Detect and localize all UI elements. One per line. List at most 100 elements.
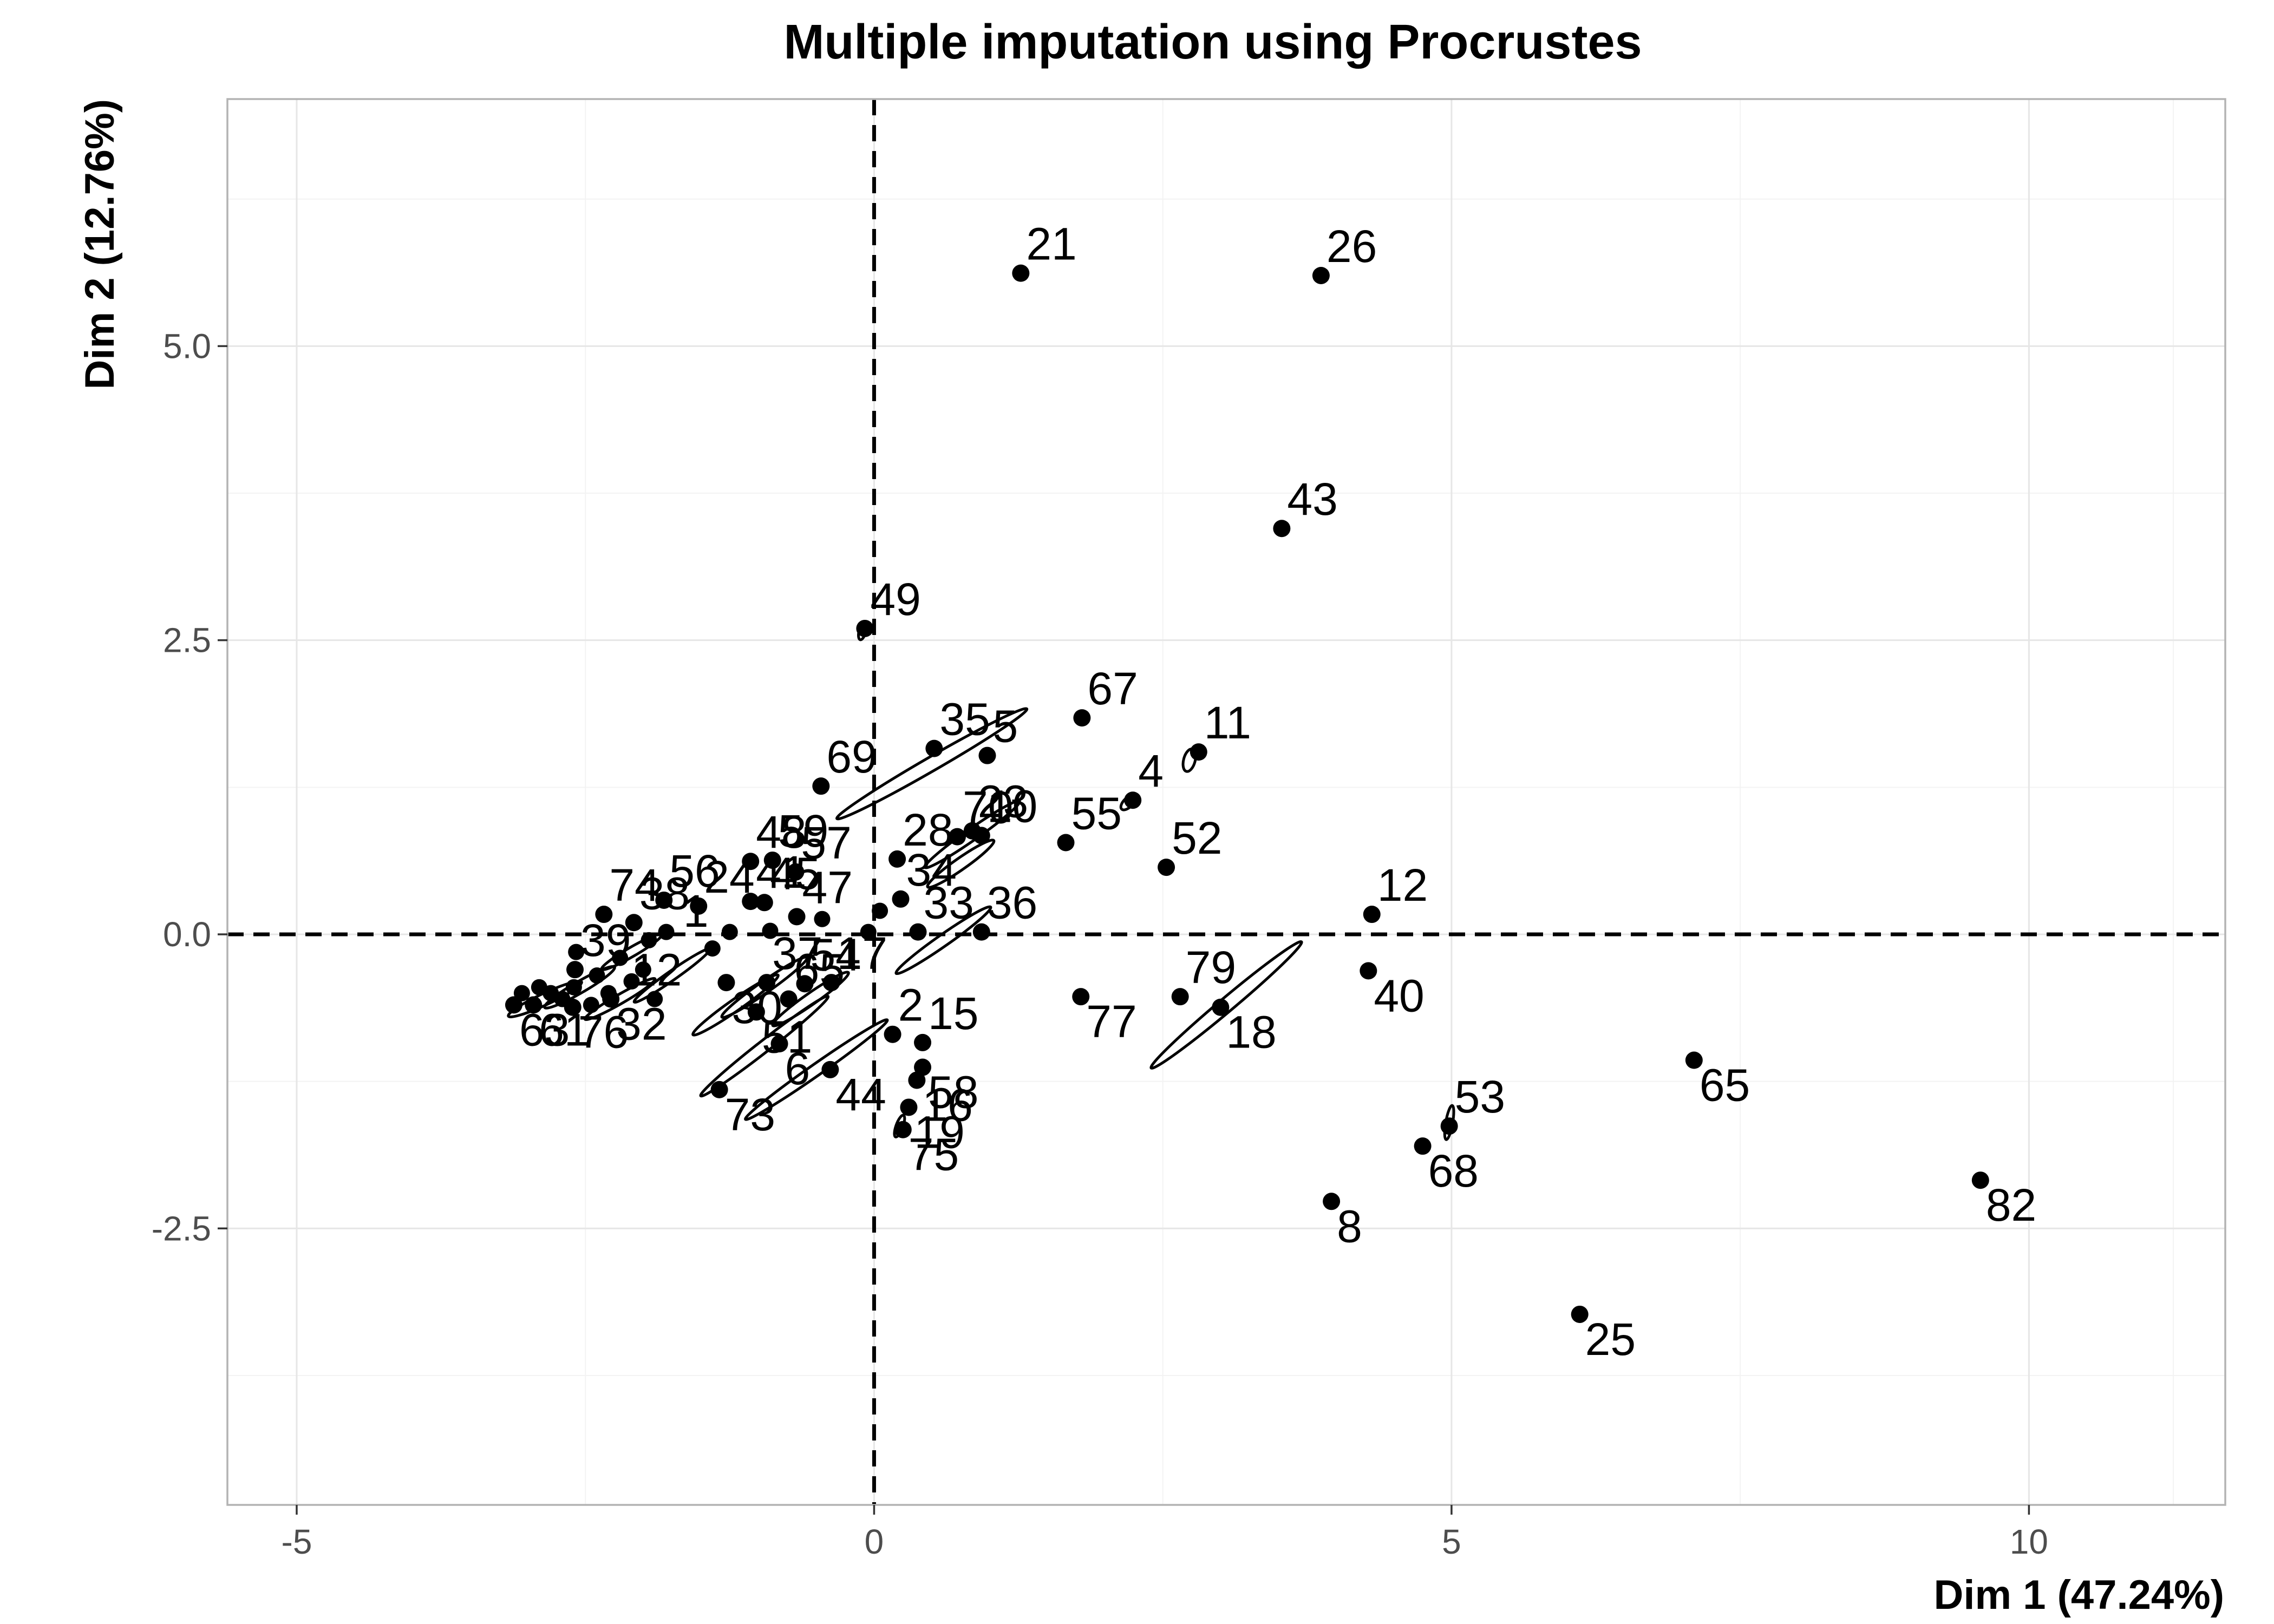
y-tick-label: 2.5 bbox=[163, 621, 211, 660]
point-label: 10 bbox=[987, 781, 1037, 831]
point-label: 82 bbox=[1986, 1180, 2036, 1230]
point-label: 41 bbox=[756, 847, 806, 898]
x-tick-label: -5 bbox=[282, 1522, 312, 1561]
chart-title: Multiple imputation using Procrustes bbox=[783, 15, 1642, 69]
point-label: 67 bbox=[1087, 663, 1138, 714]
point-label: 75 bbox=[909, 1129, 959, 1180]
data-point bbox=[900, 1098, 918, 1116]
data-point bbox=[822, 974, 840, 992]
point-label: 26 bbox=[1327, 221, 1377, 272]
data-point bbox=[1057, 834, 1075, 852]
point-label: 21 bbox=[1026, 219, 1076, 270]
data-point bbox=[888, 850, 906, 868]
data-point bbox=[505, 996, 522, 1014]
point-label: 55 bbox=[1071, 788, 1122, 839]
point-label: 5 bbox=[992, 701, 1018, 752]
data-point bbox=[635, 961, 651, 978]
data-point bbox=[1273, 520, 1291, 538]
data-point bbox=[531, 979, 547, 996]
data-point bbox=[949, 828, 966, 846]
x-tick-label: 5 bbox=[1442, 1522, 1461, 1561]
data-point bbox=[856, 619, 874, 637]
data-point bbox=[655, 891, 673, 909]
point-label: 69 bbox=[826, 731, 877, 782]
point-label: 56 bbox=[669, 846, 720, 896]
confidence-ellipse bbox=[926, 839, 996, 889]
y-axis-ticks: -2.5 0.0 2.5 5.0 bbox=[152, 326, 227, 1248]
data-point bbox=[742, 853, 760, 870]
point-label: 63 bbox=[519, 1004, 570, 1055]
plot-panel-border bbox=[226, 98, 2226, 1506]
data-point bbox=[787, 863, 805, 881]
x-tick-label: 10 bbox=[2010, 1522, 2048, 1561]
confidence-ellipse bbox=[699, 994, 830, 1098]
point-label: 61 bbox=[539, 1004, 589, 1055]
point-label: 54 bbox=[810, 929, 860, 980]
data-point bbox=[747, 1003, 765, 1021]
point-label: 59 bbox=[778, 806, 828, 856]
data-point bbox=[780, 990, 798, 1008]
data-point bbox=[788, 908, 806, 926]
point-label: 45 bbox=[770, 848, 820, 899]
data-point bbox=[564, 998, 581, 1016]
data-point bbox=[925, 739, 943, 757]
data-point bbox=[762, 922, 779, 939]
data-point bbox=[589, 967, 605, 984]
data-point bbox=[1072, 988, 1090, 1006]
point-label: 18 bbox=[1226, 1007, 1276, 1058]
data-point bbox=[814, 911, 831, 927]
point-label: 44 bbox=[835, 1069, 886, 1120]
data-point bbox=[1440, 1117, 1458, 1135]
data-point bbox=[625, 914, 643, 932]
point-label: 58 bbox=[928, 1067, 978, 1118]
confidence-ellipse bbox=[771, 971, 850, 1027]
data-point bbox=[1363, 906, 1381, 924]
point-label: 37 bbox=[772, 928, 822, 979]
data-point bbox=[796, 975, 814, 993]
data-point bbox=[884, 1025, 901, 1043]
data-point bbox=[1414, 1137, 1432, 1155]
point-label: 34 bbox=[906, 844, 957, 895]
data-point bbox=[602, 990, 620, 1008]
confidence-ellipse bbox=[835, 707, 1029, 821]
data-point bbox=[658, 924, 675, 940]
point-label: 40 bbox=[1374, 970, 1424, 1021]
data-point bbox=[860, 924, 877, 940]
y-tick-label: 0.0 bbox=[163, 915, 211, 954]
point-label: 19 bbox=[914, 1106, 964, 1157]
point-label: 12 bbox=[1377, 860, 1428, 911]
point-label: 17 bbox=[837, 928, 887, 979]
point-label: 38 bbox=[639, 868, 690, 919]
data-point bbox=[1685, 1051, 1703, 1069]
point-label: 4 bbox=[1138, 745, 1164, 796]
data-point bbox=[755, 894, 773, 912]
data-point bbox=[612, 949, 629, 966]
point-label: 2 bbox=[898, 980, 924, 1031]
data-point bbox=[721, 924, 738, 940]
point-label: 8 bbox=[1337, 1201, 1362, 1252]
data-point bbox=[1073, 709, 1091, 727]
point-label: 12 bbox=[631, 945, 682, 996]
point-label: 73 bbox=[725, 1089, 775, 1140]
data-point bbox=[914, 1058, 932, 1076]
point-label: 6 bbox=[785, 1043, 811, 1094]
data-point bbox=[1323, 1193, 1341, 1210]
data-point bbox=[565, 979, 582, 996]
point-label: 77 bbox=[1086, 996, 1136, 1047]
data-point bbox=[717, 974, 735, 992]
point-label: 49 bbox=[870, 574, 920, 625]
point-label: 16 bbox=[922, 1079, 972, 1130]
data-point bbox=[742, 893, 760, 911]
data-point bbox=[1158, 859, 1175, 876]
data-point bbox=[1312, 266, 1330, 284]
data-point bbox=[690, 897, 708, 915]
point-label: 1 bbox=[683, 886, 709, 937]
point-label: 53 bbox=[1455, 1071, 1505, 1122]
data-point bbox=[513, 985, 530, 1001]
data-point bbox=[1212, 998, 1230, 1016]
data-point bbox=[583, 997, 599, 1013]
point-label: 65 bbox=[1700, 1060, 1750, 1111]
y-axis-title: Dim 2 (12.76%) bbox=[77, 99, 123, 389]
